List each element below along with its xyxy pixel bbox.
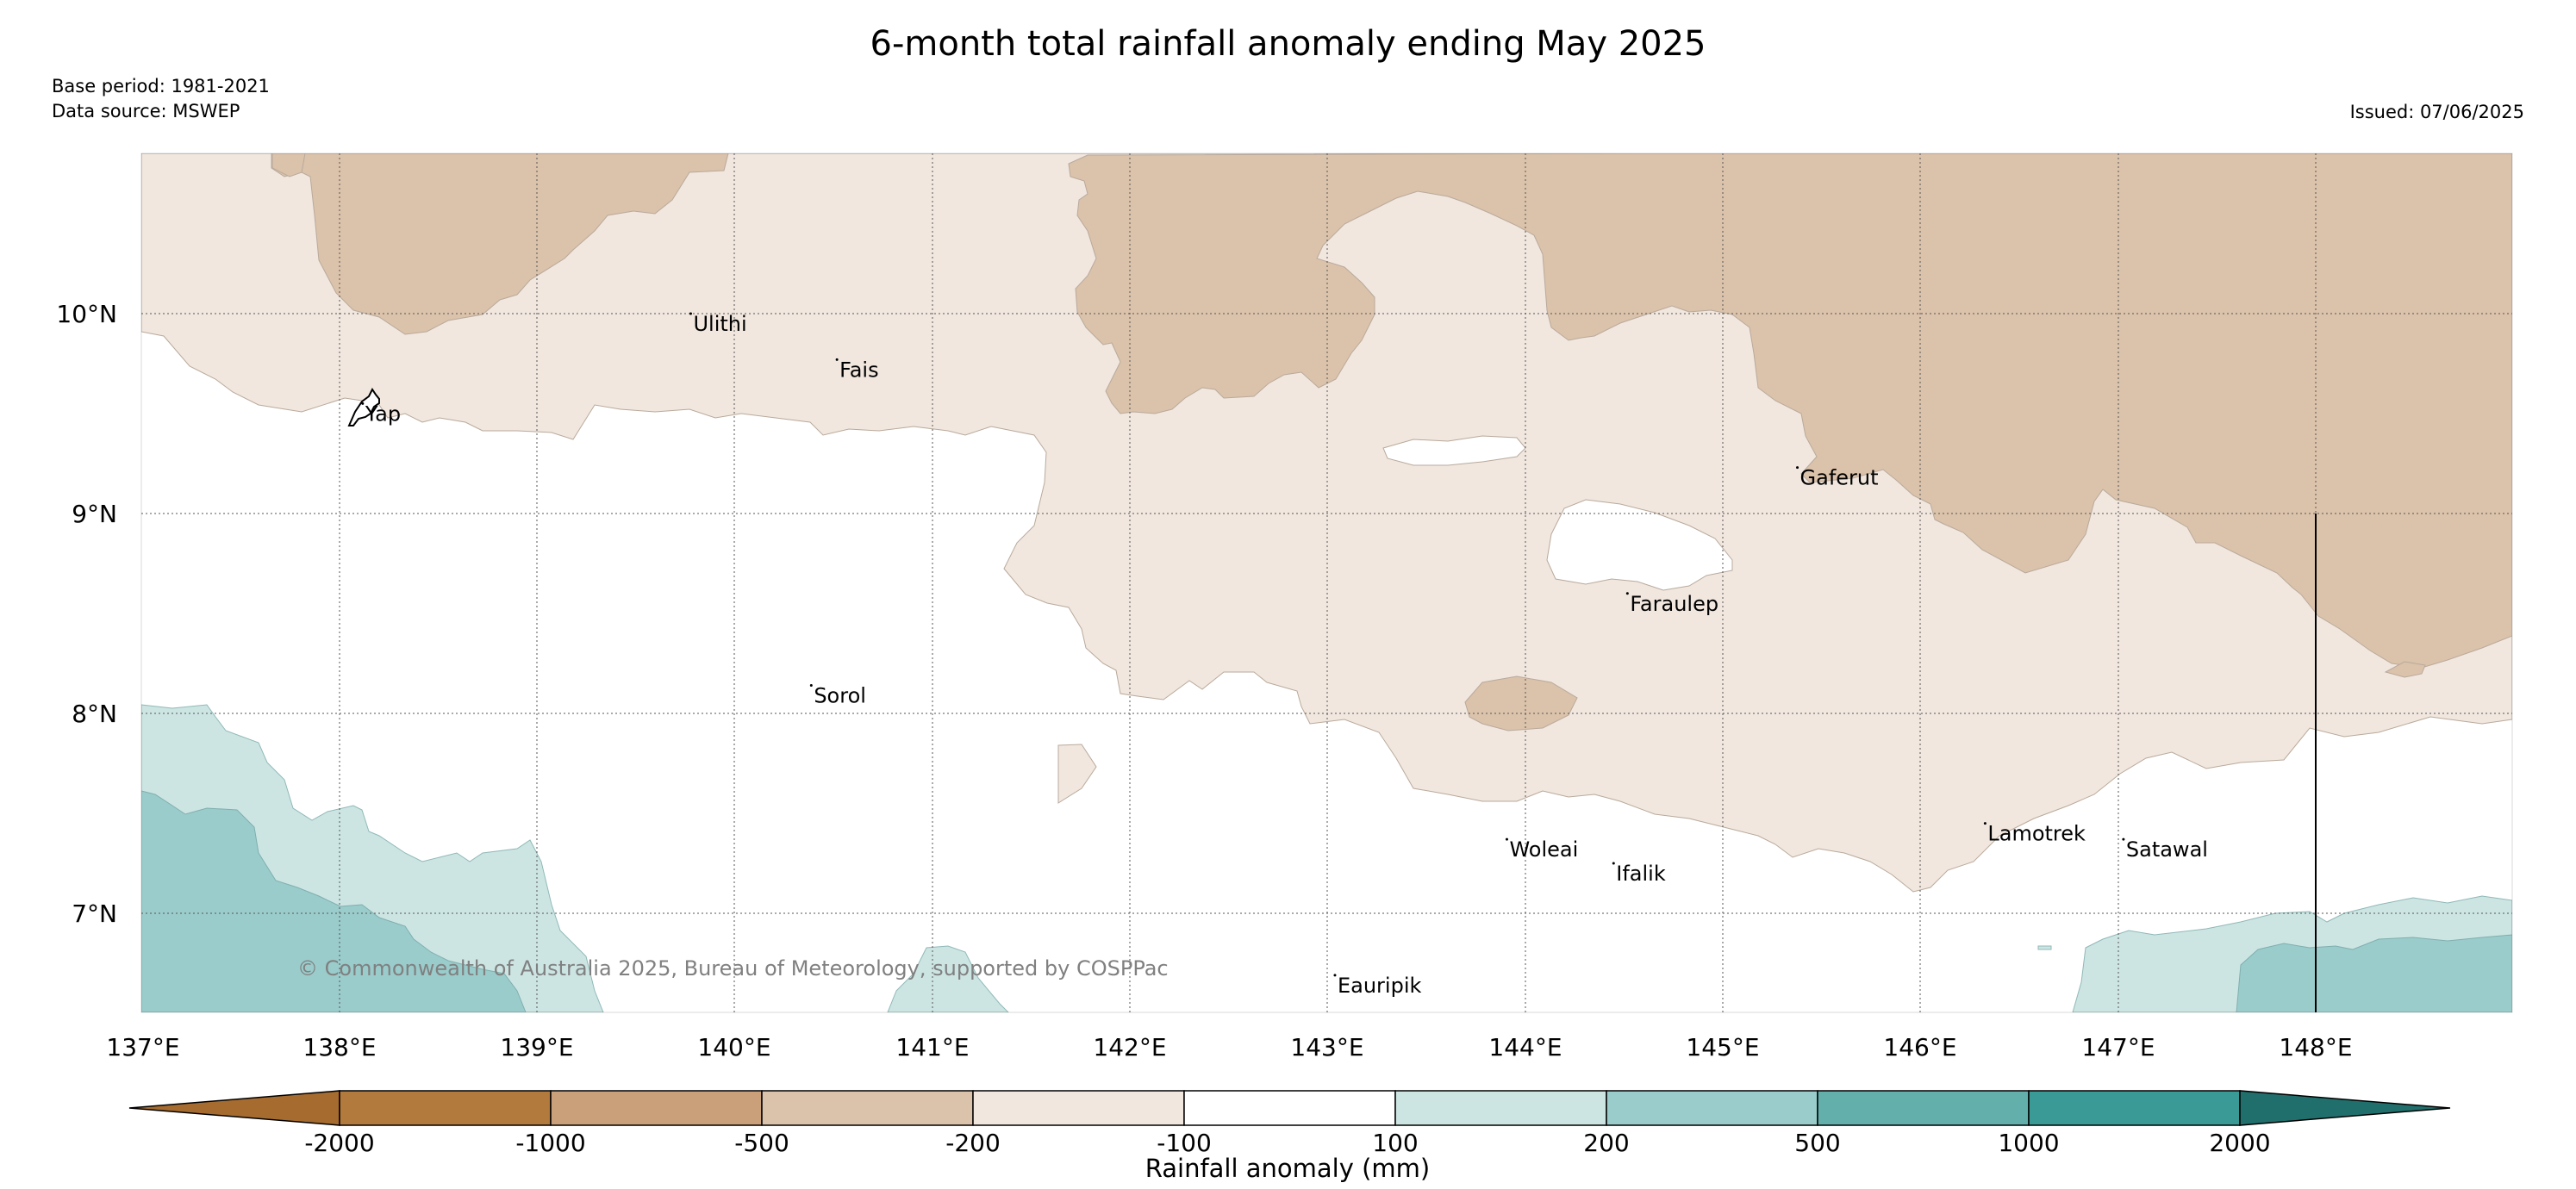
lat-label: 9°N — [72, 500, 117, 528]
place-marker — [1333, 974, 1337, 977]
colorbar-tick-label: -1000 — [515, 1129, 585, 1157]
lon-label: 145°E — [1686, 1033, 1759, 1061]
lat-label: 7°N — [72, 900, 117, 928]
place-marker — [1612, 862, 1615, 865]
lon-label: 144°E — [1488, 1033, 1562, 1061]
place-label: Faraulep — [1630, 592, 1718, 616]
anomaly-region-very-wet-southeast — [2236, 934, 2512, 1012]
copyright-text: © Commonwealth of Australia 2025, Bureau… — [297, 956, 1169, 980]
place-marker — [835, 358, 839, 361]
colorbar-tick-label: -2000 — [304, 1129, 374, 1157]
lon-label: 141°E — [895, 1033, 969, 1061]
place-label: Yap — [365, 402, 401, 426]
anomaly-region-very-wet-southwest — [141, 790, 527, 1012]
place-label: Lamotrek — [1987, 822, 2086, 846]
colorbar-tick-label: -100 — [1157, 1129, 1212, 1157]
lon-label: 139°E — [500, 1033, 573, 1061]
place-label: Woleai — [1509, 837, 1578, 862]
colorbar-tick-label: 2000 — [2209, 1129, 2270, 1157]
anomaly-region-wet-south-central — [887, 945, 1009, 1012]
place-label: Fais — [839, 358, 878, 382]
lon-label: 138°E — [303, 1033, 376, 1061]
lon-label: 148°E — [2279, 1033, 2352, 1061]
latitude-labels: 10°N 9°N 8°N 7°N — [56, 300, 117, 928]
colorbar-extend-right — [2239, 1090, 2451, 1126]
colorbar-segment — [550, 1090, 763, 1126]
metadata-left: Base period: 1981-2021 Data source: MSWE… — [52, 74, 270, 124]
anomaly-region-dry-small-east — [2384, 661, 2426, 678]
graticule — [141, 153, 2512, 1012]
map-frame — [140, 153, 2513, 1013]
lat-label: 10°N — [56, 300, 117, 328]
lon-label: 143°E — [1290, 1033, 1363, 1061]
place-labels: Ulithi Fais Yap Gaferut Faraulep Sorol Woleai I… — [361, 312, 2208, 998]
place-label: Gaferut — [1800, 466, 1879, 490]
colorbar-tick-label: -200 — [945, 1129, 1001, 1157]
place-label: Ulithi — [693, 312, 746, 336]
longitude-labels: 137°E 138°E 139°E 140°E 141°E 142°E 143°… — [106, 1033, 2352, 1061]
colorbar-tick-label: 200 — [1583, 1129, 1629, 1157]
place-marker — [1983, 822, 1987, 825]
lon-label: 142°E — [1093, 1033, 1166, 1061]
colorbar-tick-label: 100 — [1372, 1129, 1418, 1157]
colorbar-segment — [1817, 1090, 2030, 1126]
place-marker — [1505, 837, 1508, 841]
colorbar-segment — [972, 1090, 1185, 1126]
anomaly-region-dry-northeast — [1068, 153, 2512, 669]
lon-label: 147°E — [2081, 1033, 2155, 1061]
colorbar-segment — [1183, 1090, 1396, 1126]
anomaly-hole-north-central — [1382, 435, 1526, 466]
place-label: Sorol — [814, 684, 866, 708]
colorbar-segment — [339, 1090, 552, 1126]
anomaly-region-wet-tiny-east — [2037, 945, 2052, 950]
colorbar-segment — [1606, 1090, 1818, 1126]
place-marker — [2122, 837, 2125, 841]
anomaly-region-dry-northwest — [271, 153, 729, 335]
issued-date-text: Issued: 07/06/2025 — [2349, 102, 2524, 122]
place-marker — [361, 402, 365, 405]
colorbar-title: Rainfall anomaly (mm) — [1145, 1154, 1431, 1183]
lon-label: 140°E — [697, 1033, 770, 1061]
place-marker — [809, 684, 813, 688]
anomaly-hole-faraulep — [1546, 499, 1733, 591]
lon-label: 137°E — [106, 1033, 179, 1061]
lat-label: 8°N — [72, 700, 117, 728]
anomaly-fields — [141, 153, 2512, 1012]
colorbar-tick-label: 500 — [1794, 1129, 1840, 1157]
colorbar-segment — [761, 1090, 974, 1126]
place-label: Ifalik — [1616, 862, 1666, 886]
colorbar-segment — [2028, 1090, 2241, 1126]
colorbar-segment — [1394, 1090, 1607, 1126]
place-label: Eauripik — [1338, 974, 1422, 998]
colorbar-extend-left — [128, 1090, 340, 1126]
place-marker — [1796, 466, 1799, 470]
anomaly-region-dry-south-central — [1464, 675, 1578, 731]
base-period-text: Base period: 1981-2021 — [52, 76, 270, 96]
anomaly-region-dry-blob-top — [271, 153, 306, 177]
place-label: Satawal — [2126, 837, 2208, 862]
anomaly-hole-small — [1057, 744, 1097, 804]
colorbar-tick-label: 1000 — [1998, 1129, 2059, 1157]
lon-label: 146°E — [1883, 1033, 1956, 1061]
place-marker — [1625, 592, 1629, 595]
place-marker — [689, 312, 692, 315]
colorbar-tick-label: -500 — [734, 1129, 789, 1157]
yap-island-outline — [347, 388, 380, 426]
map-title: 6-month total rainfall anomaly ending Ma… — [870, 24, 1706, 64]
colorbar-tick-labels: -2000 -1000 -500 -200 -100 100 200 500 1… — [304, 1129, 2270, 1157]
colorbar — [128, 1090, 2451, 1126]
data-source-text: Data source: MSWEP — [52, 101, 240, 121]
